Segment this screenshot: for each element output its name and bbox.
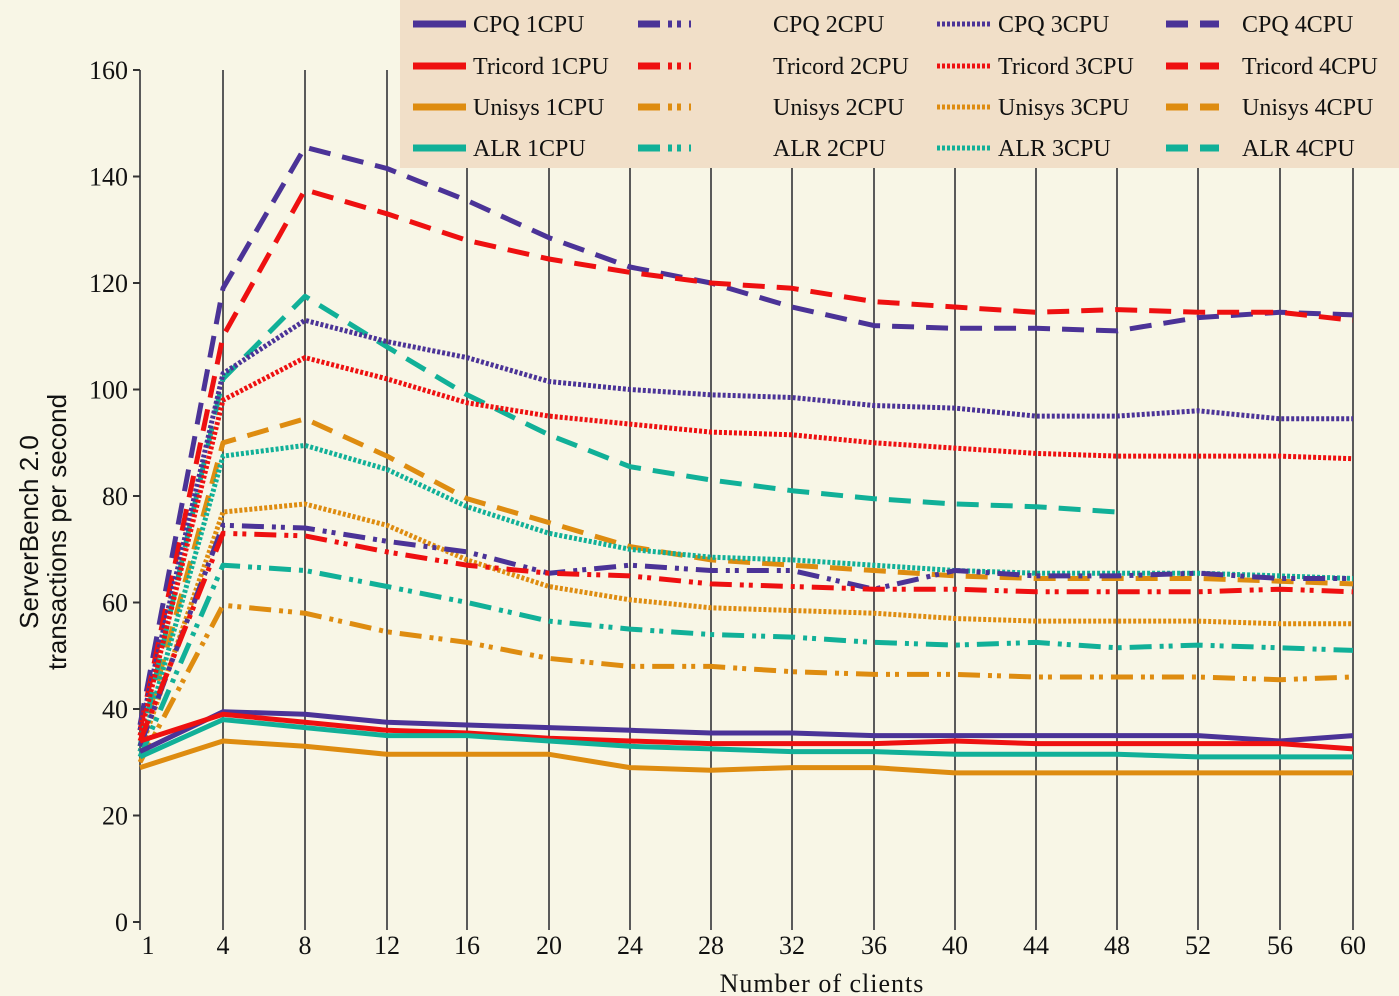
series-line-tricord-4cpu bbox=[137, 187, 1354, 731]
x-tick-label: 1 bbox=[142, 931, 155, 960]
legend-label: ALR 1CPU bbox=[473, 136, 586, 162]
x-tick-label: 20 bbox=[536, 931, 562, 960]
legend-label: Unisys 2CPU bbox=[773, 95, 904, 121]
y-tick-label: 0 bbox=[115, 908, 128, 937]
series-line-unisys-2cpu bbox=[137, 602, 1354, 764]
legend: CPQ 1CPU CPQ 2CPU CPQ 3CPU CPQ 4CPU Tricord … bbox=[400, 0, 1399, 168]
y-tick-label: 160 bbox=[89, 56, 128, 85]
legend-label: Unisys 4CPU bbox=[1242, 95, 1373, 121]
x-tick-label: 24 bbox=[617, 931, 643, 960]
legend-label: CPQ 3CPU bbox=[998, 12, 1109, 38]
x-tick-label: 8 bbox=[299, 931, 312, 960]
legend-label: Unisys 3CPU bbox=[998, 95, 1129, 121]
y-tick-label: 20 bbox=[102, 802, 128, 831]
series-line-tricord-1cpu bbox=[139, 711, 1354, 752]
legend-label: Tricord 2CPU bbox=[773, 54, 909, 80]
legend-label: Unisys 1CPU bbox=[473, 95, 604, 121]
y-tick-label: 60 bbox=[102, 589, 128, 618]
legend-label: ALR 4CPU bbox=[1242, 136, 1355, 162]
x-tick-label: 32 bbox=[779, 931, 805, 960]
y-axis-title-line-1: ServerBench 2.0 bbox=[14, 435, 44, 629]
x-tick-label: 60 bbox=[1340, 931, 1366, 960]
plot-series bbox=[137, 144, 1354, 776]
x-tick-label: 44 bbox=[1023, 931, 1049, 960]
series-line-tricord-3cpu bbox=[137, 355, 1354, 737]
vertical-grid-lines bbox=[139, 70, 1354, 930]
legend-label: ALR 2CPU bbox=[773, 136, 886, 162]
x-tick-label: 56 bbox=[1267, 931, 1293, 960]
series-line-unisys-1cpu bbox=[139, 738, 1353, 776]
legend-label: CPQ 1CPU bbox=[473, 12, 584, 38]
series-line-alr-3cpu bbox=[137, 442, 1354, 753]
series-line-cpq-3cpu bbox=[137, 317, 1353, 731]
y-tick-label: 80 bbox=[102, 482, 128, 511]
y-tick-label: 100 bbox=[89, 376, 128, 405]
series-line-unisys-4cpu bbox=[137, 416, 1354, 747]
series-line-alr-4cpu bbox=[137, 293, 1118, 747]
legend-label: Tricord 3CPU bbox=[998, 54, 1134, 80]
series-line-cpq-1cpu bbox=[138, 709, 1354, 754]
y-axis-title-line-2: transactions per second bbox=[42, 394, 72, 670]
y-tick-label: 120 bbox=[89, 269, 128, 298]
legend-label: CPQ 4CPU bbox=[1242, 12, 1353, 38]
series-line-tricord-2cpu bbox=[137, 530, 1354, 742]
y-axis: 0 20 40 60 80 100 120 140 160 bbox=[89, 56, 140, 937]
legend-label: CPQ 2CPU bbox=[773, 12, 884, 38]
x-tick-label: 12 bbox=[374, 931, 400, 960]
x-tick-label: 28 bbox=[698, 931, 724, 960]
x-tick-label: 16 bbox=[454, 931, 480, 960]
x-tick-label: 48 bbox=[1104, 931, 1130, 960]
x-tick-label: 40 bbox=[942, 931, 968, 960]
legend-label: Tricord 4CPU bbox=[1242, 54, 1378, 80]
x-tick-label: 36 bbox=[861, 931, 887, 960]
series-line-alr-1cpu bbox=[138, 717, 1353, 760]
x-axis-title: Number of clients bbox=[720, 969, 925, 996]
y-tick-label: 140 bbox=[89, 163, 128, 192]
series-line-cpq-4cpu bbox=[137, 144, 1354, 726]
x-tick-label: 4 bbox=[217, 931, 230, 960]
y-tick-label: 40 bbox=[102, 695, 128, 724]
x-tick-label: 52 bbox=[1185, 931, 1211, 960]
legend-label: Tricord 1CPU bbox=[473, 54, 609, 80]
x-axis: 1 4 8 12 16 20 24 28 32 36 40 44 48 52 56 60 bbox=[142, 931, 1367, 960]
legend-background bbox=[400, 0, 1399, 168]
legend-label: ALR 3CPU bbox=[998, 136, 1111, 162]
series-line-cpq-2cpu bbox=[137, 522, 1353, 748]
